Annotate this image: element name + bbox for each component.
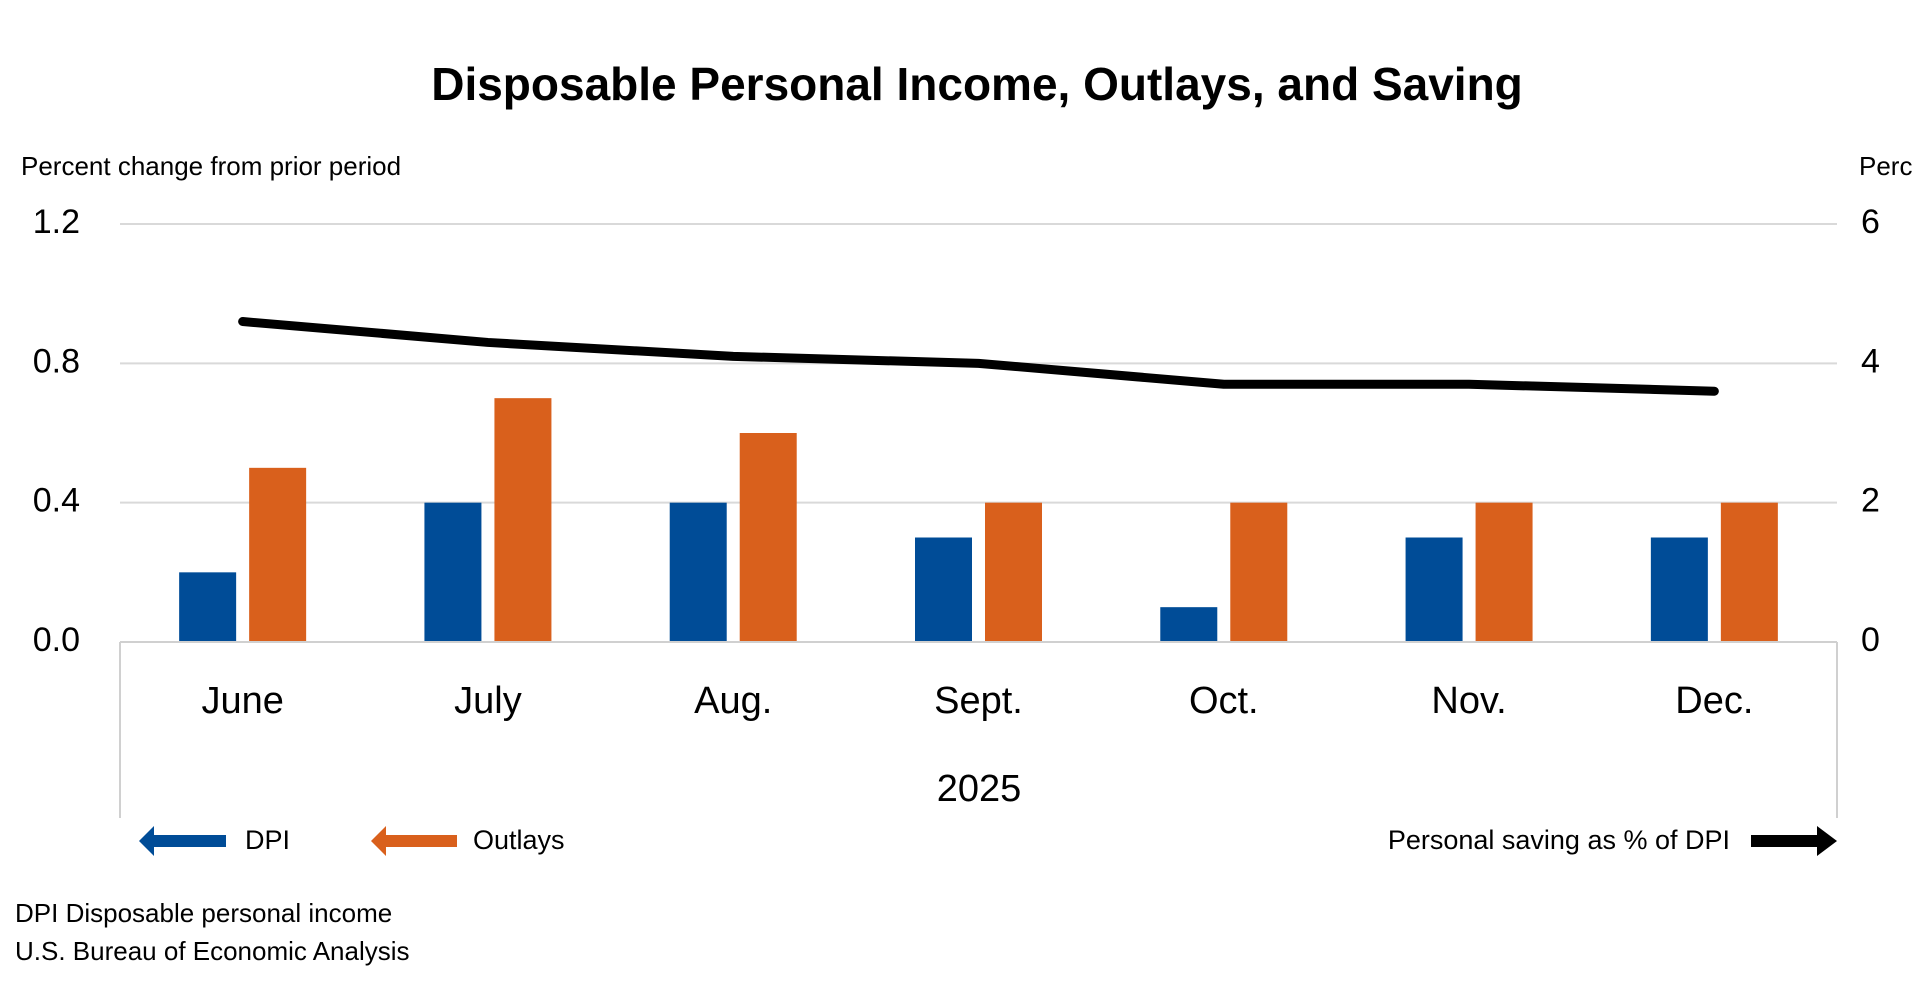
bar [669, 502, 727, 642]
bar [1475, 502, 1533, 642]
bar [739, 433, 797, 642]
bar [424, 502, 482, 642]
legend-swatch [371, 826, 457, 856]
x-tick-label: Oct. [1189, 680, 1259, 722]
bar [179, 572, 237, 642]
legend-swatch [139, 826, 226, 856]
y2-tick-label: 0 [1861, 621, 1880, 659]
y-tick-label: 0.8 [33, 342, 80, 380]
bar [1720, 502, 1778, 642]
bar [915, 537, 972, 642]
bar [1160, 607, 1218, 642]
y-axis-label: Percent change from prior period [21, 151, 401, 181]
x-tick-label: Aug. [694, 680, 772, 722]
legend-label: DPI [245, 825, 290, 855]
legend-label: Personal saving as % of DPI [1388, 825, 1730, 855]
x-tick-label: Dec. [1675, 680, 1753, 722]
chart-title: Disposable Personal Income, Outlays, and… [431, 58, 1523, 110]
bar [1650, 537, 1708, 642]
y-tick-label: 1.2 [33, 203, 80, 241]
y-tick-label: 0.0 [33, 621, 80, 659]
x-tick-label: July [454, 680, 522, 722]
legend-swatch [1751, 826, 1837, 856]
x-tick-label: Sept. [934, 680, 1023, 722]
y-tick-label: 0.4 [33, 482, 80, 520]
line-series [238, 317, 1719, 396]
y2-tick-label: 4 [1861, 342, 1880, 380]
bar [1230, 502, 1288, 642]
footnote: U.S. Bureau of Economic Analysis [15, 936, 410, 966]
bar [249, 467, 307, 642]
y2-axis-label: Perc [1859, 151, 1912, 181]
x-axis-label: 2025 [937, 768, 1022, 810]
bar [494, 398, 552, 642]
y2-tick-label: 6 [1861, 203, 1880, 241]
bar [985, 502, 1042, 642]
legend-label: Outlays [473, 825, 565, 855]
bar [1405, 537, 1463, 642]
x-tick-label: Nov. [1431, 680, 1506, 722]
x-tick-label: June [201, 680, 283, 722]
footnote: DPI Disposable personal income [15, 898, 392, 928]
y2-tick-label: 2 [1861, 482, 1880, 520]
